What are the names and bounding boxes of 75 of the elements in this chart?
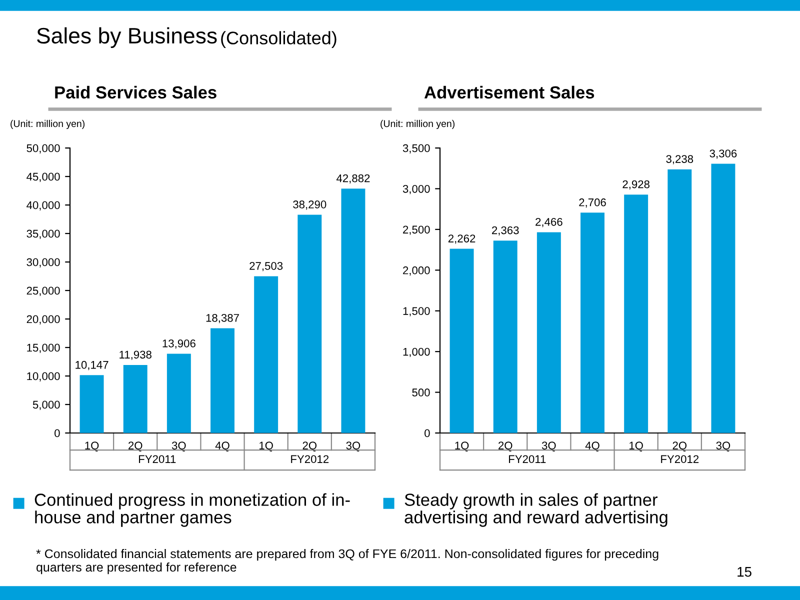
data-label: 2,466 — [536, 218, 562, 228]
text: 15 — [738, 567, 752, 577]
x-tick-label: 2Q — [672, 442, 687, 452]
x-tick-label: 3Q — [172, 442, 186, 452]
text: FY2011 — [509, 455, 546, 464]
x-tick-label: 3Q — [716, 442, 730, 452]
text: Steady growth in sales of partner advertising and reward advertising — [404, 493, 668, 527]
text: Continued progress in monetization of in- house and partner games — [34, 493, 350, 527]
bar — [711, 164, 736, 433]
y-tick-label: 30,000 — [26, 258, 60, 268]
bar — [536, 232, 561, 433]
bar — [450, 248, 474, 433]
y-tick-label: 35,000 — [26, 230, 60, 239]
data-label: 11,938 — [120, 350, 152, 360]
x-tick-label: 4Q — [585, 442, 600, 452]
text: * Consolidated financial statements are prepared from 3Q of FYE 6/2011. Non-consolidated figures for preceding quarters are presented for reference — [36, 549, 658, 574]
y-tick-label: 2,500 — [403, 226, 430, 235]
text: (Consolidated) — [221, 31, 336, 48]
x-tick-label: 1Q — [630, 442, 643, 452]
bar — [80, 375, 104, 433]
y-tick-label: 3,000 — [402, 184, 430, 194]
y-tick-label: 2,000 — [403, 266, 430, 276]
x-tick-label: 3Q — [542, 442, 556, 452]
text: (Unit: million yen) — [380, 120, 454, 129]
x-tick-label: 2Q — [128, 442, 142, 452]
y-tick-label: 5,000 — [32, 400, 60, 410]
data-label: 18,387 — [206, 314, 239, 324]
y-tick-label: 25,000 — [26, 286, 60, 296]
y-tick-label: 0 — [54, 429, 60, 438]
data-label: 3,238 — [666, 155, 694, 164]
y-tick-label: 40,000 — [26, 201, 60, 210]
y-tick-label: 45,000 — [26, 172, 60, 182]
x-tick-label: 1Q — [85, 442, 99, 452]
data-label: 2,262 — [448, 234, 476, 244]
data-label: 27,503 — [250, 262, 283, 272]
bar — [254, 276, 278, 433]
data-label: 3,306 — [710, 150, 737, 159]
bar — [341, 188, 366, 433]
bar — [166, 354, 191, 433]
x-tick-label: 1Q — [455, 442, 469, 452]
y-tick-label: 0 — [424, 429, 430, 438]
y-tick-label: 1,000 — [403, 348, 430, 358]
data-label: 42,882 — [336, 174, 370, 184]
y-tick-label: 500 — [412, 388, 430, 396]
text: FY2011 — [139, 455, 176, 464]
text: FY2012 — [291, 455, 329, 464]
x-tick-label: 2Q — [498, 442, 512, 452]
bar — [210, 328, 234, 433]
chart-title: Paid Services Sales — [55, 86, 216, 99]
data-label: 10,147 — [76, 360, 108, 370]
bar — [123, 364, 148, 433]
x-tick-label: 3Q — [346, 442, 360, 452]
x-tick-label: 4Q — [215, 442, 230, 452]
text: Sales by Business — [37, 27, 217, 48]
text: FY2012 — [661, 455, 699, 464]
y-tick-label: 1,500 — [403, 307, 430, 316]
chart-title: Advertisement Sales — [424, 86, 594, 99]
data-label: 2,706 — [579, 198, 606, 208]
bar — [493, 240, 518, 433]
y-tick-label: 20,000 — [26, 315, 60, 324]
y-tick-label: 3,500 — [402, 144, 430, 154]
y-tick-label: 15,000 — [27, 344, 60, 353]
bar — [624, 194, 648, 433]
y-tick-label: 50,000 — [26, 144, 60, 154]
y-tick-label: 10,000 — [27, 372, 60, 382]
data-label: 38,290 — [293, 200, 326, 210]
data-label: 13,906 — [162, 340, 196, 349]
data-label: 2,363 — [492, 226, 519, 236]
text: (Unit: million yen) — [10, 120, 84, 129]
x-tick-label: 2Q — [302, 442, 317, 452]
bar — [298, 214, 322, 433]
bar — [668, 169, 692, 433]
bar — [580, 212, 604, 433]
x-tick-label: 1Q — [260, 442, 273, 452]
data-label: 2,928 — [622, 180, 650, 190]
